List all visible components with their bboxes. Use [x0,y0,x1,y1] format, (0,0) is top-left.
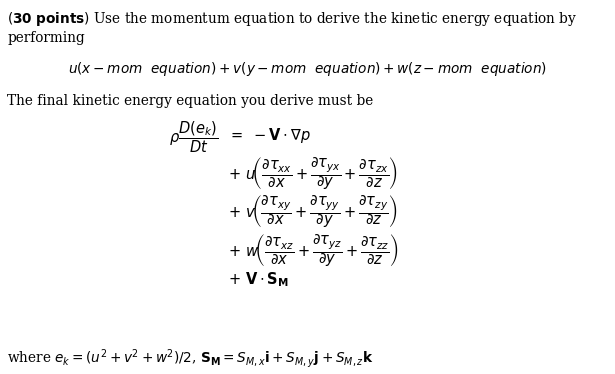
Text: performing: performing [7,31,85,45]
Text: $(\mathbf{30\ points})$ Use the momentum equation to derive the kinetic energy e: $(\mathbf{30\ points})$ Use the momentum… [7,10,577,28]
Text: $u(x-mom\ \ equation)+v(y-mom\ \ equation)+w(z-mom\ \ equation)$: $u(x-mom\ \ equation)+v(y-mom\ \ equatio… [68,60,547,78]
Text: $+\ \mathbf{V}\cdot\mathbf{S_M}$: $+\ \mathbf{V}\cdot\mathbf{S_M}$ [228,270,288,289]
Text: $+\ v\!\left(\dfrac{\partial\tau_{xy}}{\partial x}+\dfrac{\partial\tau_{yy}}{\pa: $+\ v\!\left(\dfrac{\partial\tau_{xy}}{\… [228,193,397,230]
Text: $=\ -\mathbf{V}\cdot\nabla p$: $=\ -\mathbf{V}\cdot\nabla p$ [228,126,310,145]
Text: $+\ u\!\left(\dfrac{\partial\tau_{xx}}{\partial x}+\dfrac{\partial\tau_{yx}}{\pa: $+\ u\!\left(\dfrac{\partial\tau_{xx}}{\… [228,155,398,192]
Text: $\rho\dfrac{D(e_k)}{Dt}$: $\rho\dfrac{D(e_k)}{Dt}$ [169,120,218,155]
Text: The final kinetic energy equation you derive must be: The final kinetic energy equation you de… [7,94,374,108]
Text: where $e_k=(u^2+v^2+w^2)/2$, $\mathbf{S_M}=S_{M,x}\mathbf{i}+S_{M,y}\mathbf{j}+S: where $e_k=(u^2+v^2+w^2)/2$, $\mathbf{S_… [7,347,374,370]
Text: $+\ w\!\left(\dfrac{\partial\tau_{xz}}{\partial x}+\dfrac{\partial\tau_{yz}}{\pa: $+\ w\!\left(\dfrac{\partial\tau_{xz}}{\… [228,232,399,269]
